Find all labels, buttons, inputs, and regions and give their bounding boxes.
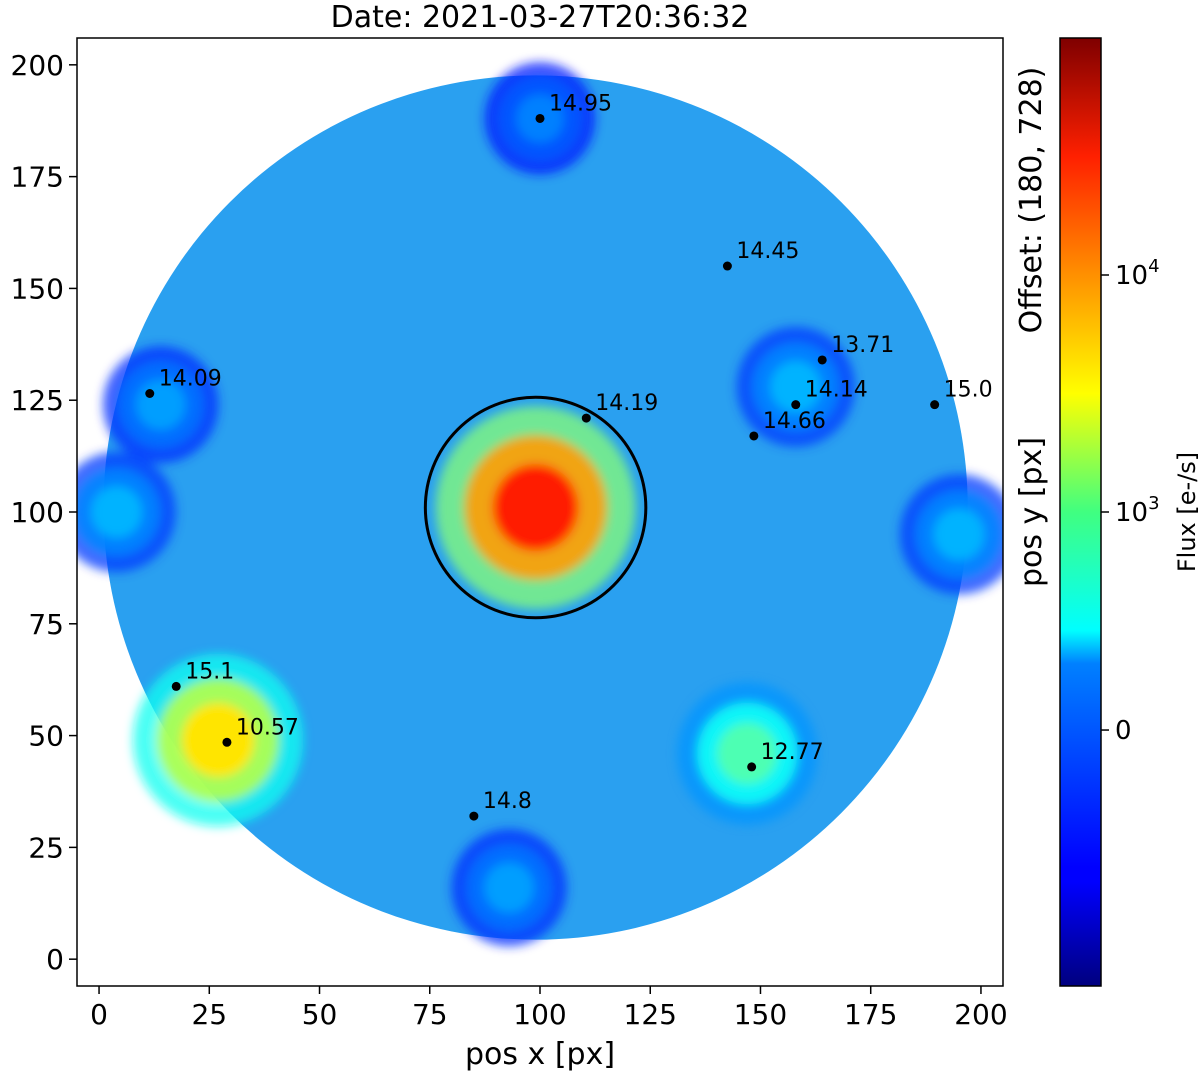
y-tick-label: 175: [11, 161, 64, 194]
x-tick-label: 100: [513, 998, 566, 1031]
star-label-9: 10.57: [236, 715, 299, 740]
y-tick-label: 75: [28, 608, 64, 641]
star-label-4: 14.66: [763, 409, 826, 434]
star-marker-7: [145, 389, 155, 398]
x-tick-label: 200: [954, 998, 1007, 1031]
star-marker-6: [581, 413, 591, 423]
bright-regions: [77, 62, 1003, 947]
star-label-2: 13.71: [831, 333, 894, 358]
star-label-10: 12.77: [761, 740, 824, 765]
x-tick-label: 0: [90, 998, 108, 1031]
star-marker-1: [722, 261, 732, 271]
star-label-5: 15.0: [944, 378, 993, 403]
x-axis-ticks: 0 25 50 75 100 125 150 175 200: [90, 986, 1008, 1031]
x-axis-label: pos x [px]: [465, 1037, 615, 1072]
bright-region-lower-left-source: [132, 653, 304, 827]
star-label-8: 15.1: [185, 659, 234, 684]
aperture-circle: [423, 395, 648, 620]
x-tick-label: 75: [412, 998, 448, 1031]
bright-region-central-source: [435, 406, 636, 609]
chart-title: Date: 2021-03-27T20:36:32: [331, 0, 750, 35]
y-tick-label: 50: [28, 720, 64, 753]
colorbar-label: Flux [e-/s]: [1173, 452, 1200, 572]
star-label-0: 14.95: [549, 91, 612, 116]
colorbar-tick-label-1: 103: [1115, 493, 1160, 528]
y-tick-label: 100: [11, 496, 64, 529]
star-marker-0: [535, 113, 545, 123]
colorbar-ticks: 104 103 0: [1101, 256, 1160, 746]
star-marker-8: [171, 681, 181, 691]
x-tick-label: 50: [302, 998, 338, 1031]
star-marker-3: [791, 400, 801, 410]
colorbar-tick-label-0: 104: [1115, 256, 1160, 291]
y-axis-ticks: 0 25 50 75 100 125 150 175 200: [11, 49, 77, 976]
star-marker-10: [747, 762, 757, 772]
star-marker-9: [222, 737, 232, 747]
star-label-6: 14.19: [595, 391, 658, 416]
plot-area: 14.95 14.45 13.71 14.14 14.66 15.0 14.19 14.09 1…: [77, 62, 1003, 947]
y-tick-label: 200: [11, 49, 64, 82]
y-axis-label: pos y [px]: [1014, 437, 1049, 587]
star-label-7: 14.09: [159, 367, 222, 392]
bright-region-left-edge-ghost: [77, 451, 176, 573]
colorbar-tick-label-2: 0: [1115, 716, 1132, 746]
x-tick-label: 175: [844, 998, 897, 1031]
bright-region-lower-right-source: [676, 682, 818, 825]
star-marker-2: [817, 355, 827, 365]
y-tick-label: 125: [11, 384, 64, 417]
x-tick-label: 125: [624, 998, 677, 1031]
bright-region-right-edge-ghost: [899, 474, 1003, 595]
star-label-1: 14.45: [736, 239, 799, 264]
colorbar: [1059, 37, 1102, 987]
y-tick-label: 0: [46, 943, 64, 976]
offset-label: Offset: (180, 728): [1014, 67, 1049, 334]
star-label-3: 14.14: [805, 378, 868, 403]
x-tick-label: 25: [191, 998, 227, 1031]
star-marker-4: [749, 431, 759, 441]
bright-region-upper-left-ghost: [102, 346, 219, 464]
bright-region-bottom-ghost: [451, 829, 567, 947]
bright-region-upper-right-ghost: [736, 326, 856, 447]
star-marker-5: [930, 400, 940, 410]
y-tick-label: 150: [11, 272, 64, 305]
star-marker-11: [469, 811, 479, 821]
x-tick-label: 150: [734, 998, 787, 1031]
y-tick-label: 25: [28, 831, 64, 864]
star-markers: 14.95 14.45 13.71 14.14 14.66 15.0 14.19 14.09 1…: [145, 91, 993, 821]
star-label-11: 14.8: [483, 789, 532, 814]
